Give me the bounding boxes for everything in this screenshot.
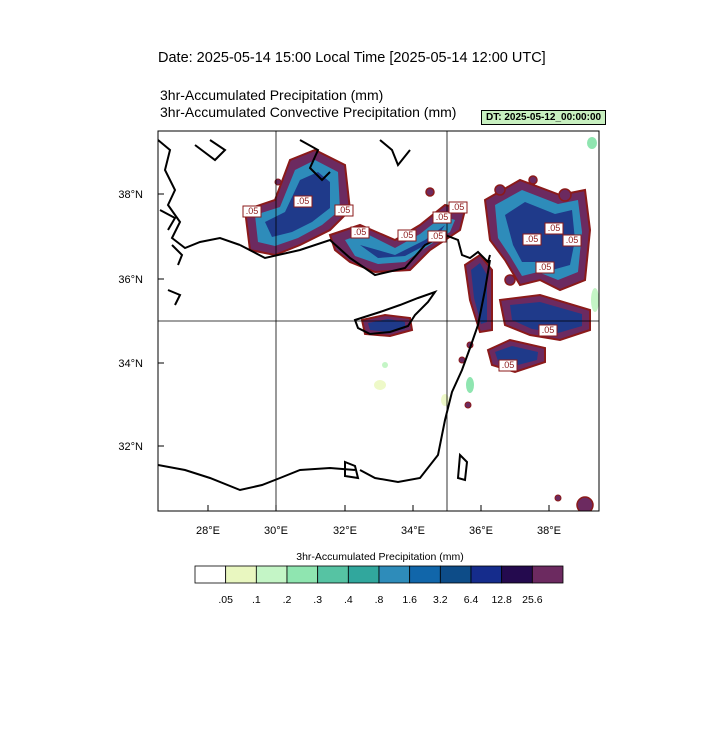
contour-label: .05 — [297, 196, 310, 206]
contour-label: .05 — [431, 231, 444, 241]
grid-lines — [158, 131, 599, 511]
contour-label-box — [350, 226, 370, 239]
coast-crete — [194, 139, 227, 162]
contour-label-box — [498, 359, 518, 372]
coast-turkey-south — [239, 233, 491, 277]
contour-label-box — [538, 324, 558, 337]
precip-fields: .05.05.05.05.05.05.05.05.05.05.05.05.05.… — [158, 131, 599, 511]
band-syria-east — [498, 293, 591, 342]
colorbar-swatch — [255, 565, 288, 584]
contour-label-box — [432, 211, 452, 224]
contour-label-box — [242, 205, 262, 218]
contour-label: .05 — [526, 234, 539, 244]
coast-cyprus — [353, 290, 438, 336]
contour-label-box — [448, 201, 468, 214]
colorbar-swatch — [347, 565, 380, 584]
contour-label-box — [427, 230, 447, 243]
colorbar-level-label: 1.6 — [402, 594, 417, 606]
subtitle-convective: 3hr-Accumulated Convective Precipitation… — [160, 104, 457, 120]
colorbar-level-label: .1 — [251, 594, 261, 606]
colorbar-level-label: .2 — [282, 594, 292, 606]
contour-label: .05 — [542, 325, 555, 335]
contour-label: .05 — [246, 206, 259, 216]
contour-label: .05 — [548, 223, 561, 233]
colorbar-swatch — [439, 565, 472, 584]
x-tick-label: 32°E — [333, 525, 357, 537]
colorbar-swatch — [194, 565, 227, 584]
x-tick-label: 38°E — [537, 525, 561, 537]
colorbar-level-label: .4 — [343, 594, 353, 606]
x-tick-label: 36°E — [469, 525, 493, 537]
colorbar — [194, 565, 564, 584]
light-area — [587, 137, 597, 149]
contour-label-box — [293, 195, 313, 208]
colorbar-swatch — [317, 565, 349, 584]
light-area — [382, 362, 388, 368]
contour-label: .05 — [401, 230, 414, 240]
contour-label: .05 — [566, 235, 579, 245]
contour-label-box — [562, 234, 582, 247]
coast-gulf — [344, 460, 360, 480]
contour-label: .05 — [452, 202, 465, 212]
contour-label-box — [535, 261, 555, 274]
x-tick-label: 28°E — [196, 525, 220, 537]
map-frame — [157, 130, 600, 512]
colorbar-title: 3hr-Accumulated Precipitation (mm) — [296, 551, 464, 563]
colorbar-swatch — [378, 565, 411, 584]
contour-label-box — [544, 222, 564, 235]
colorbar-level-label: .3 — [313, 594, 323, 606]
contour-label-box — [397, 229, 417, 242]
colorbar-level-label: 3.2 — [433, 594, 448, 606]
trace-area — [441, 394, 449, 406]
contour-label: .05 — [539, 262, 552, 272]
colorbar-swatch — [501, 565, 533, 584]
chart-title: Date: 2025-05-14 15:00 Local Time [2025-… — [158, 50, 546, 66]
colorbar-level-label: 12.8 — [491, 594, 512, 606]
colorbar-swatch — [409, 565, 441, 584]
y-tick-label: 32°N — [118, 441, 143, 453]
contour-label: .05 — [354, 227, 367, 237]
colorbar-swatch — [286, 565, 319, 584]
colorbar-swatch — [531, 565, 564, 584]
coast-north-aegean — [299, 139, 411, 182]
colorbar-level-label: .8 — [374, 594, 384, 606]
colorbar-level-label: 6.4 — [463, 594, 479, 606]
x-tick-label: 30°E — [264, 525, 288, 537]
colorbar-swatch — [470, 565, 503, 584]
coast-levant — [359, 259, 491, 484]
contour-label: .05 — [436, 212, 449, 222]
contour-label-box — [522, 233, 542, 246]
colorbar-level-label: 25.6 — [522, 594, 543, 606]
contour-label: .05 — [338, 205, 351, 215]
y-tick-label: 34°N — [118, 358, 143, 370]
coast-egypt — [158, 464, 356, 492]
trace-area — [591, 288, 599, 312]
y-tick-label: 38°N — [118, 189, 143, 201]
band-cyprus — [360, 313, 414, 338]
contour-labels: .05.05.05.05.05.05.05.05.05.05.05.05.05.… — [242, 195, 582, 372]
light-area — [466, 377, 474, 393]
colorbar-level-label: .05 — [218, 594, 233, 606]
axes: 28°E 30°E 32°E 34°E 36°E 38°E 38°N 36°N 34°N 32°N — [118, 189, 561, 537]
coast-aegean — [158, 139, 241, 250]
coast-west-islands — [159, 209, 184, 306]
contour-label: .05 — [502, 360, 515, 370]
contour-label-box — [334, 204, 354, 217]
x-tick-label: 34°E — [401, 525, 425, 537]
subtitle-precip: 3hr-Accumulated Precipitation (mm) — [160, 87, 384, 103]
dt-badge: DT: 2025-05-12_00:00:00 — [481, 110, 607, 125]
coast-lake — [456, 452, 469, 482]
y-tick-label: 36°N — [118, 274, 143, 286]
trace-area — [374, 380, 386, 390]
coastlines — [158, 139, 491, 492]
colorbar-swatch — [225, 565, 257, 584]
